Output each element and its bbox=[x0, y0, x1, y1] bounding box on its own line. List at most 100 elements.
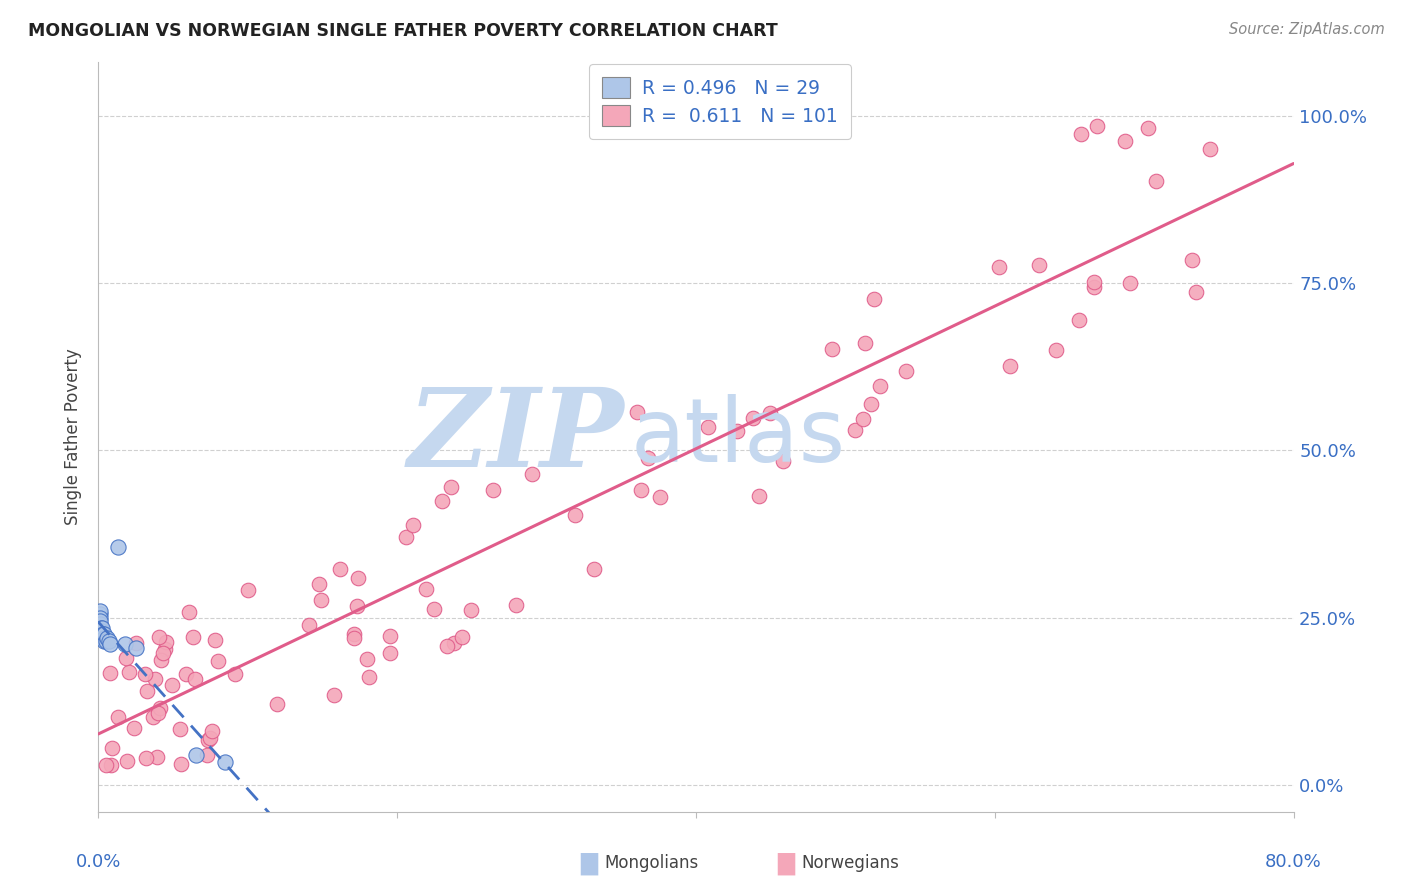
Point bbox=[135, 751, 157, 765]
Text: 0.0%: 0.0% bbox=[76, 853, 121, 871]
Point bbox=[145, 750, 167, 764]
Point bbox=[460, 603, 482, 617]
Point bbox=[122, 721, 145, 735]
Point bbox=[395, 530, 418, 544]
Point bbox=[1181, 253, 1204, 268]
Point bbox=[356, 652, 378, 666]
Point bbox=[197, 732, 219, 747]
Point bbox=[443, 636, 465, 650]
Point bbox=[725, 424, 748, 438]
Point bbox=[853, 336, 876, 351]
Point bbox=[1114, 134, 1136, 148]
Point bbox=[179, 606, 201, 620]
Point bbox=[650, 490, 672, 504]
Point bbox=[204, 632, 226, 647]
Point bbox=[1198, 142, 1220, 156]
Point bbox=[697, 420, 720, 434]
Point bbox=[862, 292, 884, 306]
Point bbox=[118, 665, 141, 679]
Point bbox=[114, 637, 136, 651]
Point bbox=[89, 614, 111, 628]
Text: ZIP: ZIP bbox=[408, 384, 624, 491]
Point bbox=[1067, 312, 1090, 326]
Point bbox=[93, 631, 115, 645]
Point bbox=[564, 508, 586, 523]
Point bbox=[637, 450, 659, 465]
Point bbox=[346, 599, 368, 613]
Point bbox=[94, 634, 117, 648]
Point bbox=[1000, 359, 1022, 373]
Point bbox=[134, 667, 156, 681]
Point bbox=[90, 631, 112, 645]
Point bbox=[415, 582, 437, 596]
Point bbox=[100, 666, 122, 681]
Point bbox=[1028, 258, 1050, 272]
Point bbox=[89, 611, 111, 625]
Point bbox=[89, 621, 111, 635]
Point bbox=[155, 635, 177, 649]
Point bbox=[357, 670, 380, 684]
Point bbox=[1118, 277, 1140, 291]
Point bbox=[583, 562, 606, 576]
Point bbox=[821, 342, 844, 356]
Point bbox=[1045, 343, 1067, 357]
Point bbox=[224, 666, 246, 681]
Point bbox=[626, 405, 648, 419]
Point bbox=[94, 758, 117, 772]
Point bbox=[860, 397, 883, 411]
Point bbox=[482, 483, 505, 498]
Point bbox=[440, 479, 463, 493]
Point bbox=[91, 627, 114, 641]
Point bbox=[869, 379, 891, 393]
Text: 80.0%: 80.0% bbox=[1265, 853, 1322, 871]
Point bbox=[1185, 285, 1208, 299]
Point bbox=[198, 731, 221, 745]
Point bbox=[436, 639, 458, 653]
Point bbox=[894, 364, 917, 378]
Text: Source: ZipAtlas.com: Source: ZipAtlas.com bbox=[1229, 22, 1385, 37]
Point bbox=[238, 583, 260, 598]
Point bbox=[1070, 127, 1092, 141]
Point bbox=[93, 634, 115, 648]
Text: █: █ bbox=[581, 852, 598, 875]
Point bbox=[160, 678, 183, 692]
Point bbox=[988, 260, 1011, 275]
Point bbox=[107, 541, 129, 555]
Point bbox=[148, 630, 170, 644]
Point bbox=[742, 411, 765, 425]
Point bbox=[181, 630, 204, 644]
Point bbox=[201, 724, 224, 739]
Point bbox=[343, 626, 366, 640]
Point bbox=[143, 673, 166, 687]
Text: Mongolians: Mongolians bbox=[605, 855, 699, 872]
Point bbox=[378, 646, 401, 660]
Point bbox=[97, 634, 120, 648]
Point bbox=[90, 627, 112, 641]
Point bbox=[115, 650, 138, 665]
Point bbox=[1083, 279, 1105, 293]
Point bbox=[309, 593, 332, 607]
Point bbox=[1085, 120, 1108, 134]
Point bbox=[174, 667, 197, 681]
Point bbox=[266, 697, 288, 711]
Point bbox=[142, 710, 165, 724]
Point bbox=[402, 517, 425, 532]
Point bbox=[323, 688, 346, 702]
Point bbox=[380, 629, 402, 643]
Point bbox=[135, 684, 157, 698]
Point bbox=[89, 607, 111, 622]
Point bbox=[184, 747, 207, 762]
Point bbox=[89, 621, 111, 635]
Point bbox=[107, 710, 129, 724]
Point bbox=[450, 630, 472, 644]
Point bbox=[125, 640, 148, 655]
Point bbox=[125, 636, 148, 650]
Point bbox=[347, 571, 370, 585]
Point bbox=[91, 621, 114, 635]
Point bbox=[117, 754, 139, 768]
Point bbox=[630, 483, 652, 497]
Point bbox=[207, 653, 229, 667]
Point bbox=[170, 756, 193, 771]
Point bbox=[152, 646, 174, 660]
Point bbox=[329, 561, 352, 575]
